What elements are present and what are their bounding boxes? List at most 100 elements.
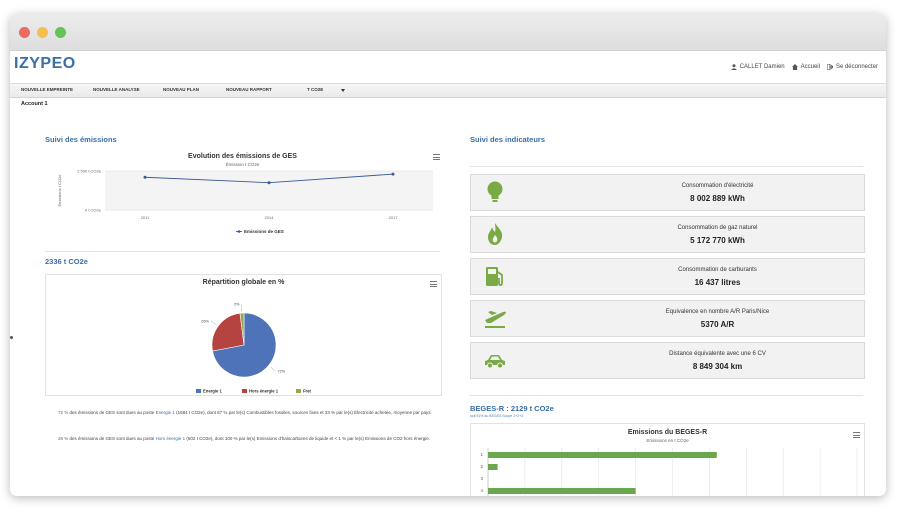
indicator-value: 8 849 304 km bbox=[692, 362, 743, 371]
indicator-fuel: Consommation de carburants 16 437 litres bbox=[470, 258, 865, 295]
pie-slice bbox=[239, 312, 245, 346]
slice-label: 26% bbox=[201, 319, 209, 323]
divider bbox=[470, 166, 863, 167]
indicator-car: Distance équivalente avec une 6 CV 8 849… bbox=[470, 342, 865, 379]
legend-swatch bbox=[196, 389, 201, 393]
pie-chart: Répartition globale en % 72% 26% 2% Energie… bbox=[45, 274, 442, 396]
nav-unit-selector[interactable]: T CO2E bbox=[307, 87, 324, 92]
summary-2-text-a: des émissions de GES sont dues au poste bbox=[68, 436, 156, 441]
indicator-label: Consommation d'électricité bbox=[681, 183, 754, 189]
fuel-pump-icon bbox=[486, 267, 503, 286]
divider bbox=[470, 395, 863, 396]
indicator-label: Distance équivalente avec une 6 CV bbox=[669, 351, 766, 357]
line-chart-subtitle: Émission t CO2e bbox=[225, 162, 260, 167]
pie-chart-menu-icon[interactable] bbox=[430, 281, 437, 287]
indicator-label: Consommation de gaz naturel bbox=[677, 225, 758, 231]
summary-1-poste[interactable]: Energie 1 bbox=[155, 410, 175, 415]
summary-2-poste[interactable]: Hors énergie 1 bbox=[155, 436, 186, 441]
bar bbox=[488, 464, 498, 470]
app-content: IZYPEO CALLET Damien Accueil Se déconnec… bbox=[10, 51, 886, 496]
main-navbar: NOUVELLE EMPREINTE NOUVELLE ANALYSE NOUV… bbox=[10, 83, 886, 98]
section-title-total: 2336 t CO2e bbox=[45, 257, 88, 266]
indicator-value: 8 002 889 kWh bbox=[690, 194, 745, 203]
data-point bbox=[143, 175, 147, 179]
x-tick-label: 2017 bbox=[389, 215, 399, 220]
logo[interactable]: IZYPEO bbox=[14, 55, 76, 72]
close-window-button[interactable] bbox=[19, 27, 30, 38]
data-point bbox=[267, 181, 271, 185]
pie-chart-title: Répartition globale en % bbox=[202, 279, 285, 286]
nav-new-analysis[interactable]: NOUVELLE ANALYSE bbox=[93, 87, 140, 92]
nav-new-report[interactable]: NOUVEAU RAPPORT bbox=[226, 87, 272, 92]
right-panel: Suivi des indicateurs Consommation d'éle… bbox=[456, 114, 876, 496]
summary-1-pct: 72 % bbox=[58, 410, 69, 415]
plot-background bbox=[105, 171, 433, 210]
indicator-label: Consommation de carburants bbox=[678, 267, 757, 273]
logout-link[interactable]: Se déconnecter bbox=[826, 64, 878, 70]
left-panel: Suivi des émissions Evolution des émissi… bbox=[32, 114, 446, 496]
y-tick-label: 2 500 t CO2e bbox=[77, 169, 102, 174]
summary-2-pct: 26 % bbox=[58, 436, 69, 441]
bar-chart: Emissions du BEGES-R Emissions en t CO2e… bbox=[470, 423, 865, 496]
indicator-gas: Consommation de gaz naturel 5 172 770 kW… bbox=[470, 216, 865, 253]
window-titlebar bbox=[10, 14, 886, 51]
slice-label: 72% bbox=[278, 370, 286, 374]
legend-label: Energie 1 bbox=[203, 389, 223, 394]
bar-chart-menu-icon[interactable] bbox=[853, 432, 860, 438]
slice-connector bbox=[270, 366, 276, 372]
app-header: IZYPEO CALLET Damien Accueil Se déconnec… bbox=[10, 51, 886, 83]
y-tick-label: 0 t CO2e bbox=[85, 208, 102, 213]
pie-chart-plot: 72% 26% 2% Energie 1 Hors énergie 1 Fret bbox=[196, 303, 312, 394]
legend-swatch bbox=[296, 389, 301, 393]
home-link[interactable]: Accueil bbox=[791, 64, 820, 70]
line-chart-title: Evolution des émissions de GES bbox=[188, 153, 297, 160]
indicator-electricity: Consommation d'électricité 8 002 889 kWh bbox=[470, 174, 865, 211]
nav-new-footprint[interactable]: NOUVELLE EMPREINTE bbox=[21, 87, 74, 92]
user-menu[interactable]: CALLET Damien bbox=[730, 64, 785, 70]
line-chart-menu-icon[interactable] bbox=[433, 154, 440, 160]
logout-label: Se déconnecter bbox=[835, 64, 878, 70]
legend-marker bbox=[237, 230, 241, 233]
summary-1-text-b: (1684 t CO2e), dont 67 % par le(s) Combu… bbox=[174, 410, 432, 415]
bar bbox=[488, 488, 636, 494]
line-chart: Evolution des émissions de GES Émission … bbox=[45, 147, 440, 242]
slice-connector bbox=[210, 320, 217, 326]
summary-paragraph-1: 72 % des émissions de GES sont dues au p… bbox=[58, 410, 438, 417]
line-chart-plot: 0 t CO2e 2 500 t CO2e Émissions t CO2e 2011… bbox=[57, 169, 433, 234]
indicator-label: Equivalence en nombre A/R Paris/Nice bbox=[665, 309, 770, 315]
sidebar-toggle[interactable] bbox=[10, 336, 13, 339]
home-label: Accueil bbox=[800, 64, 820, 70]
user-name: CALLET Damien bbox=[739, 64, 785, 70]
bar-chart-subtitle: Emissions en t CO2e bbox=[646, 438, 689, 443]
x-tick-label: 2011 bbox=[141, 215, 150, 220]
bar-chart-plot: 1 2 3 4 bbox=[481, 448, 858, 496]
legend-label: Emissions de GES bbox=[244, 229, 284, 234]
airplane-icon bbox=[485, 311, 506, 328]
x-tick-label: 2014 bbox=[265, 215, 275, 220]
section-title-indicators: Suivi des indicateurs bbox=[470, 135, 546, 144]
summary-paragraph-2: 26 % des émissions de GES sont dues au p… bbox=[58, 436, 438, 443]
pie-slice bbox=[211, 312, 245, 352]
slice-label: 2% bbox=[234, 303, 240, 307]
maximize-window-button[interactable] bbox=[55, 27, 66, 38]
indicator-value: 5370 A/R bbox=[700, 320, 735, 329]
minimize-window-button[interactable] bbox=[37, 27, 48, 38]
browser-window: IZYPEO CALLET Damien Accueil Se déconnec… bbox=[10, 14, 886, 496]
category-label: 1 bbox=[481, 452, 484, 457]
data-point bbox=[391, 172, 395, 176]
category-label: 4 bbox=[481, 488, 484, 493]
logout-icon bbox=[826, 64, 833, 70]
section-title-emissions: Suivi des émissions bbox=[45, 135, 117, 144]
category-label: 3 bbox=[481, 476, 484, 481]
divider bbox=[45, 251, 440, 252]
bar-chart-title: Emissions du BEGES-R bbox=[627, 429, 708, 436]
user-icon bbox=[730, 64, 737, 70]
account-label: Account 1 bbox=[21, 101, 48, 107]
nav-new-plan[interactable]: NOUVEAU PLAN bbox=[163, 87, 200, 92]
caret-down-icon[interactable] bbox=[341, 89, 345, 92]
legend-label: Hors énergie 1 bbox=[249, 389, 279, 394]
bar bbox=[488, 452, 717, 458]
legend-label: Fret bbox=[303, 389, 312, 394]
beges-subtitle: soit 91% du BEGES Scope 1+2+3 bbox=[470, 414, 524, 418]
category-label: 2 bbox=[481, 464, 484, 469]
